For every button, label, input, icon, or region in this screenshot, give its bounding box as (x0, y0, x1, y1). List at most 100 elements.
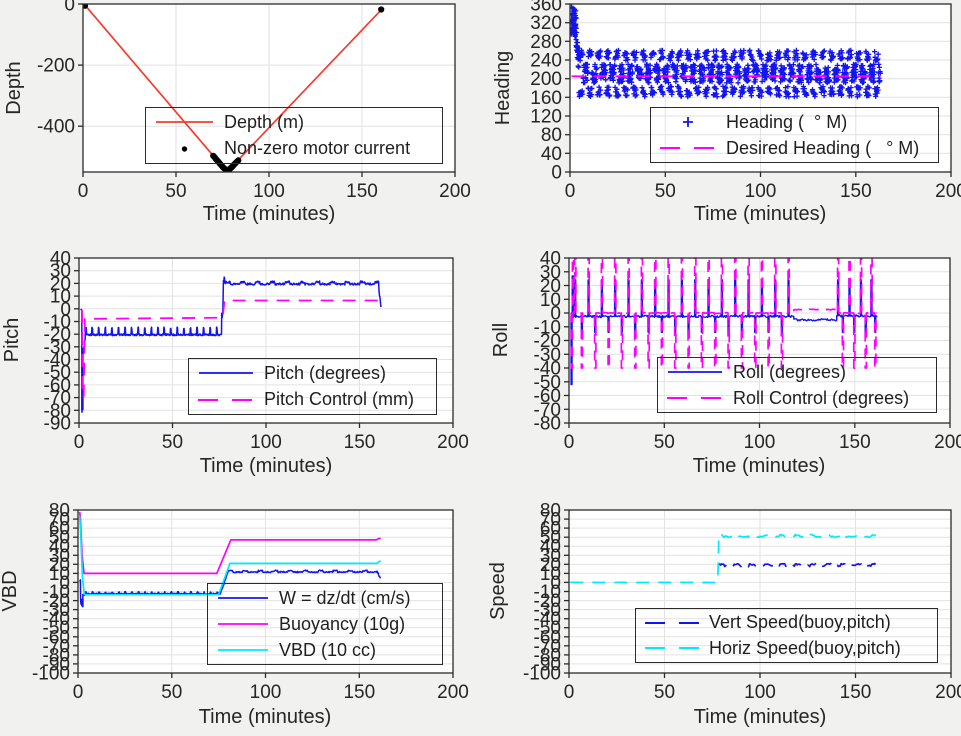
svg-text:0: 0 (73, 682, 84, 703)
roll-y-axis-label: Roll (490, 322, 512, 358)
svg-text:-60: -60 (44, 375, 71, 396)
speed-plot: 05010015020080706050403020100-10-20-30-4… (523, 501, 961, 704)
svg-text:-20: -20 (534, 331, 561, 352)
svg-text:0: 0 (74, 432, 85, 453)
svg-text:-40: -40 (534, 609, 561, 630)
pitch-line-sample-icon (199, 372, 253, 375)
svg-text:50: 50 (161, 682, 182, 703)
legend-row: Pitch Control (mm) (189, 388, 436, 412)
legend-label: Buoyancy (10g) (279, 613, 406, 634)
svg-text:80: 80 (49, 501, 70, 522)
pitch-legend: Pitch (degrees) Pitch Control (mm) (188, 358, 437, 415)
svg-text:20: 20 (540, 555, 561, 576)
svg-text:-10: -10 (44, 312, 71, 333)
speed-legend: Vert Speed(buoy,pitch) Horiz Speed(buoy,… (635, 608, 938, 663)
legend-row: Horiz Speed(buoy,pitch) (636, 636, 937, 660)
svg-text:60: 60 (49, 519, 70, 540)
heading-x-axis-label: Time (minutes) (693, 203, 827, 225)
svg-text:150: 150 (840, 181, 872, 202)
svg-text:-30: -30 (44, 337, 71, 358)
vbd-legend: W = dz/dt (cm/s) Buoyancy (10g) VBD (10 … (207, 583, 443, 665)
svg-text:40: 40 (540, 537, 561, 558)
vbd-y-axis-label: VBD (0, 570, 21, 612)
roll-control-dash-sample-icon (667, 397, 723, 399)
svg-text:20: 20 (540, 276, 561, 297)
legend-label: Depth (m) (224, 111, 305, 132)
svg-text:200: 200 (935, 181, 961, 202)
vbd-plot: 0 50 100 150 20080706050403020100-10-20-30-4… (32, 501, 469, 704)
legend-label: Roll Control (degrees) (733, 387, 910, 408)
svg-text:360: 360 (530, 0, 562, 16)
legend-label: Pitch (degrees) (264, 362, 387, 383)
svg-text:-60: -60 (534, 386, 561, 407)
legend-label: Non-zero motor current (224, 138, 411, 159)
legend-row: Roll Control (degrees) (658, 386, 936, 410)
svg-text:100: 100 (250, 682, 282, 703)
svg-text:-80: -80 (534, 414, 561, 435)
svg-text:0: 0 (565, 181, 576, 202)
speed-x-axis-label: Time (minutes) (693, 706, 827, 728)
depth-plot: 0 50 100 150 200 0 -200 -400 (37, 0, 471, 202)
legend-row: W = dz/dt (cm/s) (208, 586, 442, 610)
heading-legend: Heading ( ° M) Desired Heading ( ° M) (650, 107, 939, 163)
svg-text:-90: -90 (534, 654, 561, 675)
svg-text:-10: -10 (534, 317, 561, 338)
svg-text:20: 20 (49, 555, 70, 576)
speed-y-axis-label: Speed (487, 562, 509, 620)
legend-row: Non-zero motor current (146, 137, 442, 161)
svg-text:60: 60 (540, 519, 561, 540)
svg-text:-90: -90 (44, 414, 71, 435)
svg-text:200: 200 (439, 181, 471, 202)
pitch-plot: 0 50 100 150 200403020100-10-20-30-40-50-60-… (44, 249, 469, 454)
svg-text:100: 100 (744, 432, 776, 453)
svg-text:120: 120 (530, 107, 562, 128)
pitch-x-axis-label: Time (minutes) (199, 455, 333, 477)
svg-text:50: 50 (654, 682, 675, 703)
legend-row: Heading ( ° M) (651, 110, 938, 134)
svg-text:-50: -50 (534, 372, 561, 393)
legend-label: Roll (degrees) (733, 361, 847, 382)
svg-text:-200: -200 (37, 56, 75, 77)
motor-current-dot-sample-icon (181, 145, 188, 152)
svg-text:200: 200 (530, 69, 562, 90)
pitch-y-axis-label: Pitch (1, 317, 23, 363)
svg-text:-50: -50 (44, 363, 71, 384)
svg-text:0: 0 (550, 304, 561, 325)
svg-text:-50: -50 (534, 618, 561, 639)
svg-text:-20: -20 (534, 591, 561, 612)
svg-text:40: 40 (541, 144, 562, 165)
svg-text:0: 0 (550, 573, 561, 594)
legend-label: W = dz/dt (cm/s) (279, 587, 411, 608)
svg-text:-100: -100 (523, 664, 561, 685)
svg-text:-40: -40 (43, 609, 70, 630)
svg-text:200: 200 (934, 432, 961, 453)
svg-text:-10: -10 (43, 582, 70, 603)
svg-text:-70: -70 (44, 388, 71, 409)
roll-legend: Roll (degrees) Roll Control (degrees) (657, 357, 937, 413)
svg-text:10: 10 (540, 290, 561, 311)
svg-text:10: 10 (49, 564, 70, 585)
svg-text:200: 200 (437, 682, 469, 703)
svg-text:-40: -40 (44, 350, 71, 371)
vert-speed-dash-sample-icon (645, 621, 699, 624)
svg-text:-400: -400 (37, 117, 75, 138)
legend-label: VBD (10 cc) (279, 639, 377, 660)
vbd-line-sample-icon (218, 649, 268, 651)
svg-text:150: 150 (840, 682, 872, 703)
svg-text:0: 0 (564, 682, 575, 703)
svg-text:-70: -70 (534, 400, 561, 421)
svg-text:40: 40 (49, 537, 70, 558)
svg-text:-40: -40 (534, 359, 561, 380)
svg-text:-90: -90 (43, 654, 70, 675)
svg-text:0: 0 (60, 299, 71, 320)
svg-text:-100: -100 (32, 664, 70, 685)
svg-text:70: 70 (540, 510, 561, 531)
svg-text:50: 50 (162, 432, 183, 453)
legend-row: Desired Heading ( ° M) (651, 136, 938, 160)
svg-text:-50: -50 (43, 618, 70, 639)
svg-text:150: 150 (346, 181, 378, 202)
svg-text:10: 10 (540, 564, 561, 585)
legend-label: Vert Speed(buoy,pitch) (709, 612, 891, 633)
svg-text:-20: -20 (44, 325, 71, 346)
svg-text:80: 80 (540, 501, 561, 522)
